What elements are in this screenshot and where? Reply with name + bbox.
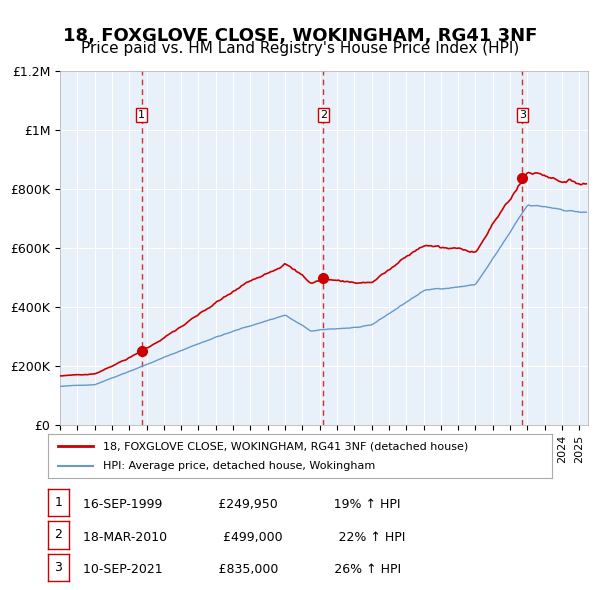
Text: 18-MAR-2010              £499,000              22% ↑ HPI: 18-MAR-2010 £499,000 22% ↑ HPI [75,531,406,544]
Text: 18, FOXGLOVE CLOSE, WOKINGHAM, RG41 3NF (detached house): 18, FOXGLOVE CLOSE, WOKINGHAM, RG41 3NF … [103,441,469,451]
Text: HPI: Average price, detached house, Wokingham: HPI: Average price, detached house, Woki… [103,461,376,470]
Text: 10-SEP-2021              £835,000              26% ↑ HPI: 10-SEP-2021 £835,000 26% ↑ HPI [75,563,401,576]
Text: 2: 2 [320,110,327,120]
Text: 18, FOXGLOVE CLOSE, WOKINGHAM, RG41 3NF: 18, FOXGLOVE CLOSE, WOKINGHAM, RG41 3NF [63,27,537,45]
Text: 16-SEP-1999              £249,950              19% ↑ HPI: 16-SEP-1999 £249,950 19% ↑ HPI [75,499,401,512]
Text: 1: 1 [55,496,62,509]
Text: 1: 1 [138,110,145,120]
Text: 3: 3 [519,110,526,120]
Text: 3: 3 [55,561,62,574]
Text: 2: 2 [55,529,62,542]
Text: Price paid vs. HM Land Registry's House Price Index (HPI): Price paid vs. HM Land Registry's House … [81,41,519,56]
